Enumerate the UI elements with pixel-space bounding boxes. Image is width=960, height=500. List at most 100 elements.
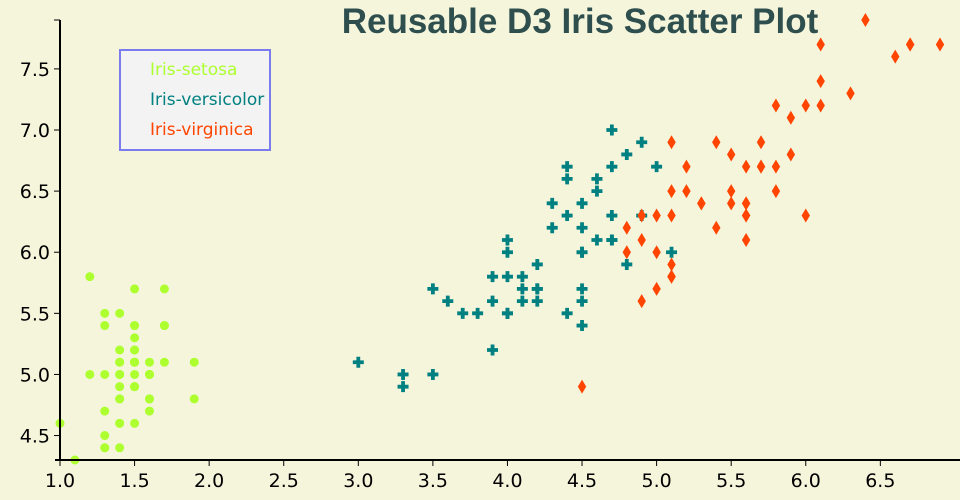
- point-iris-versicolor: [531, 283, 543, 295]
- x-tick: 2.5: [269, 460, 299, 492]
- point-iris-setosa: [100, 321, 110, 331]
- point-iris-virginica: [712, 220, 721, 235]
- point-iris-setosa: [130, 284, 140, 294]
- x-tick-label: 2.0: [194, 470, 224, 492]
- point-iris-virginica: [622, 220, 631, 235]
- point-iris-setosa: [144, 406, 154, 416]
- point-iris-versicolor: [606, 210, 618, 222]
- point-iris-virginica: [741, 196, 751, 211]
- point-iris-setosa: [189, 394, 199, 404]
- x-tick: 5.0: [642, 460, 672, 492]
- point-iris-setosa: [144, 394, 154, 404]
- point-iris-virginica: [771, 98, 781, 113]
- point-iris-versicolor: [576, 246, 588, 258]
- y-tick-label: 5.0: [20, 364, 50, 386]
- y-tick: 6.5: [20, 181, 60, 203]
- point-iris-virginica: [816, 98, 825, 113]
- point-iris-setosa: [115, 382, 125, 392]
- legend-item-virginica: Iris-virginica: [150, 120, 254, 140]
- chart-title: Reusable D3 Iris Scatter Plot: [342, 2, 819, 41]
- point-iris-setosa: [100, 369, 110, 379]
- point-iris-versicolor: [472, 307, 484, 319]
- legend: Iris-setosa Iris-versicolor Iris-virgini…: [119, 49, 271, 151]
- point-iris-setosa: [189, 357, 199, 367]
- point-iris-versicolor: [487, 344, 499, 356]
- x-tick-label: 1.5: [119, 470, 149, 492]
- x-tick-label: 1.0: [45, 470, 75, 492]
- point-iris-versicolor: [561, 210, 573, 222]
- x-tick-label: 3.0: [343, 470, 373, 492]
- point-iris-setosa: [130, 369, 140, 379]
- point-iris-setosa: [85, 369, 95, 379]
- point-iris-virginica: [786, 147, 796, 162]
- point-iris-versicolor: [636, 136, 648, 148]
- legend-item-setosa: Iris-setosa: [150, 60, 237, 80]
- point-iris-setosa: [115, 369, 125, 379]
- point-iris-virginica: [905, 37, 915, 52]
- point-iris-versicolor: [591, 173, 603, 185]
- point-iris-virginica: [861, 13, 870, 27]
- y-tick: 5.5: [20, 303, 60, 325]
- point-iris-versicolor: [666, 246, 678, 258]
- point-iris-setosa: [130, 382, 140, 392]
- point-iris-setosa: [85, 272, 95, 282]
- point-iris-versicolor: [576, 283, 588, 295]
- point-iris-setosa: [159, 321, 169, 331]
- y-tick-label: 7.5: [20, 59, 50, 81]
- point-iris-setosa: [115, 345, 125, 355]
- point-iris-versicolor: [501, 307, 513, 319]
- point-iris-virginica: [726, 184, 736, 199]
- point-iris-virginica: [667, 184, 676, 199]
- point-iris-versicolor: [606, 161, 618, 173]
- point-iris-versicolor: [487, 295, 499, 307]
- point-iris-virginica: [935, 37, 945, 52]
- point-iris-setosa: [115, 308, 125, 318]
- point-iris-versicolor: [621, 148, 633, 160]
- y-tick-label: 7.0: [20, 120, 50, 142]
- x-tick: 4.5: [567, 460, 597, 492]
- point-iris-setosa: [100, 431, 110, 441]
- point-iris-versicolor: [591, 234, 603, 246]
- x-tick-label: 5.0: [642, 470, 672, 492]
- point-iris-virginica: [652, 281, 661, 296]
- x-tick: 3.0: [343, 460, 373, 492]
- y-tick-label: 6.5: [20, 181, 50, 203]
- x-tick: 1.0: [45, 460, 75, 492]
- point-iris-versicolor: [397, 368, 409, 380]
- point-iris-versicolor: [516, 283, 528, 295]
- point-iris-setosa: [115, 443, 125, 453]
- point-iris-virginica: [682, 159, 691, 174]
- point-iris-setosa: [130, 345, 140, 355]
- point-iris-setosa: [100, 443, 110, 453]
- point-iris-setosa: [159, 357, 169, 367]
- point-iris-versicolor: [427, 368, 439, 380]
- x-tick-label: 2.5: [269, 470, 299, 492]
- point-iris-versicolor: [561, 307, 573, 319]
- point-iris-virginica: [637, 233, 646, 247]
- point-iris-virginica: [577, 379, 587, 394]
- y-tick: 4.5: [20, 426, 60, 448]
- point-iris-virginica: [816, 74, 825, 89]
- point-iris-versicolor: [546, 197, 558, 209]
- y-tick-label: 6.0: [20, 242, 50, 264]
- point-iris-virginica: [786, 110, 796, 125]
- x-tick-label: 3.5: [418, 470, 448, 492]
- point-iris-versicolor: [561, 173, 573, 185]
- point-iris-setosa: [130, 418, 140, 428]
- point-iris-virginica: [801, 208, 810, 223]
- point-iris-setosa: [115, 418, 125, 428]
- point-iris-versicolor: [576, 320, 588, 332]
- point-iris-virginica: [667, 135, 676, 150]
- point-iris-versicolor: [576, 295, 588, 307]
- point-iris-versicolor: [501, 271, 513, 283]
- point-iris-versicolor: [576, 197, 588, 209]
- point-iris-versicolor: [606, 124, 618, 136]
- x-tick: 4.0: [492, 460, 523, 492]
- point-iris-virginica: [756, 135, 766, 150]
- point-iris-versicolor: [487, 271, 499, 283]
- point-iris-setosa: [100, 308, 110, 318]
- point-iris-virginica: [667, 257, 676, 272]
- point-iris-virginica: [741, 208, 751, 223]
- point-iris-versicolor: [531, 258, 543, 270]
